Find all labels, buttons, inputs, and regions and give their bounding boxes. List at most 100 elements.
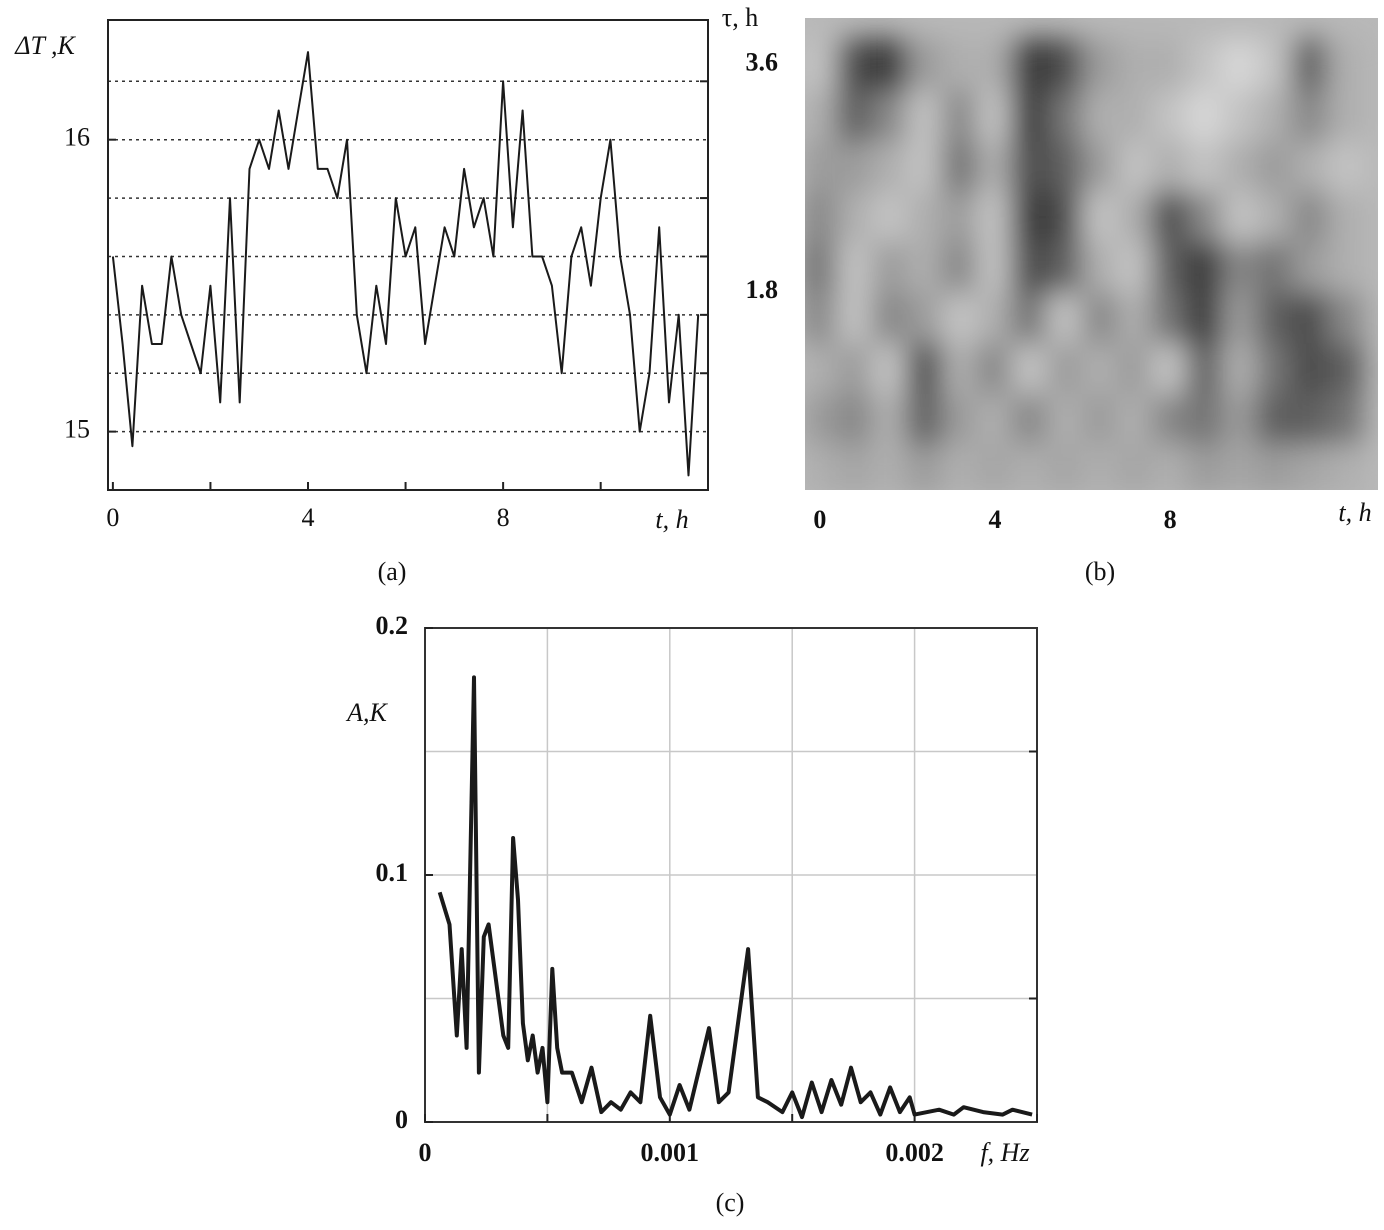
heatmap-cell [1011,139,1049,192]
caption: (a) [378,557,407,586]
heatmap-cell [1011,38,1049,91]
heatmap-cell [1081,442,1119,490]
heatmap-cell [871,391,909,445]
heatmap-cell [1326,442,1364,490]
heatmap-cell [1151,290,1189,344]
x-tick-label: 0 [106,503,119,532]
heatmap-cell [836,38,874,91]
x-axis-label: t, h [655,505,688,534]
heatmap-cell [941,442,979,490]
heatmap-cell [1046,442,1084,490]
heatmap-cell [906,189,944,243]
heatmap-cell [941,341,979,394]
heatmap-cell [1046,88,1084,142]
heatmap-cell [1221,290,1259,344]
heatmap-cell [1256,88,1294,142]
heatmap-cell [1151,341,1189,394]
heatmap-cell [1011,240,1049,293]
y-tick-label: 16 [64,123,90,152]
x-tick-label: 8 [497,503,510,532]
heatmap-cell [1291,341,1329,394]
heatmap-cell [1291,240,1329,293]
x-axis-label: f, Hz [980,1138,1029,1167]
heatmap-cell [1326,240,1364,293]
heatmap-cell [976,442,1014,490]
heatmap-cell [1046,189,1084,243]
data-line [111,51,700,477]
heatmap-cell [1186,341,1224,394]
y-tick-label: 1.8 [746,275,779,304]
heatmap-cell [871,290,909,344]
heatmap-cell [805,391,839,445]
heatmap-cell [1291,442,1329,490]
heatmap-cell [836,442,874,490]
heatmap-cell [1046,391,1084,445]
heatmap-cell [941,391,979,445]
heatmap-cell [976,139,1014,192]
heatmap-cell [871,139,909,192]
heatmap-cell [836,341,874,394]
heatmap-cell [1151,391,1189,445]
heatmap-cell [1011,341,1049,394]
heatmap-cell [871,341,909,394]
x-tick-label: 0.002 [885,1138,944,1167]
heatmap-cell [941,139,979,192]
heatmap-cell [906,88,944,142]
heatmap-cell [1116,391,1154,445]
heatmap-cell [1116,38,1154,91]
heatmap-cell [836,391,874,445]
heatmap-cell [906,38,944,91]
heatmap-cell [871,240,909,293]
heatmap-cell [805,88,839,142]
y-tick-label: 3.6 [746,48,779,77]
heatmap-cell [805,240,839,293]
heatmap-cell [805,442,839,490]
heatmap-cell [976,391,1014,445]
heatmap-cell [1326,139,1364,192]
heatmap-cell [976,341,1014,394]
heatmap-cell [805,189,839,243]
heatmap-cell [836,290,874,344]
heatmap-cell [941,38,979,91]
heatmap-cell [836,189,874,243]
heatmap-cell [1186,189,1224,243]
heatmap-cell [1326,341,1364,394]
heatmap-cell [906,341,944,394]
x-tick-label: 4 [988,505,1001,534]
heatmap-cell [836,240,874,293]
heatmap-cell [871,38,909,91]
heatmap-cell [1081,189,1119,243]
heatmap-cell [1326,290,1364,344]
heatmap-cell [1221,391,1259,445]
heatmap-cell [1256,189,1294,243]
heatmap-cell [1116,442,1154,490]
heatmap-cell [1081,38,1119,91]
heatmap-cell [976,189,1014,243]
heatmap-cells [805,38,1364,490]
heatmap-cell [1151,189,1189,243]
heatmap-cell [805,139,839,192]
heatmap-cell [1151,240,1189,293]
heatmap-cell [1081,240,1119,293]
x-tick-label: 0.001 [641,1138,700,1167]
heatmap-cell [976,240,1014,293]
heatmap-cell [1221,189,1259,243]
heatmap-cell [1291,290,1329,344]
heatmap-cell [1081,139,1119,192]
heatmap-cell [1116,290,1154,344]
heatmap-cell [1221,240,1259,293]
heatmap [805,38,1364,490]
heatmap-cell [1221,341,1259,394]
heatmap-cell [1186,290,1224,344]
heatmap-cell [1326,189,1364,243]
heatmap-cell [805,290,839,344]
heatmap-cell [871,88,909,142]
heatmap-cell [1011,442,1049,490]
heatmap-cell [1046,341,1084,394]
y-axis-label: A,K [345,698,388,727]
heatmap-cell [1291,88,1329,142]
heatmap-cell [1046,38,1084,91]
heatmap-cell [1116,139,1154,192]
heatmap-cell [1151,38,1189,91]
